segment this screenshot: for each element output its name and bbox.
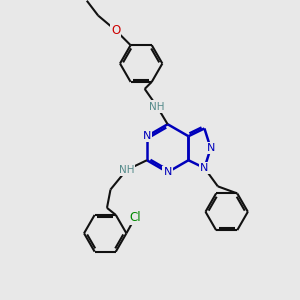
Text: N: N (143, 131, 151, 141)
Text: O: O (111, 24, 120, 37)
Text: NH: NH (118, 165, 134, 175)
Text: N: N (200, 163, 208, 173)
Text: N: N (206, 143, 215, 153)
Text: Cl: Cl (129, 211, 141, 224)
Text: NH: NH (149, 102, 165, 112)
Text: N: N (164, 167, 172, 177)
